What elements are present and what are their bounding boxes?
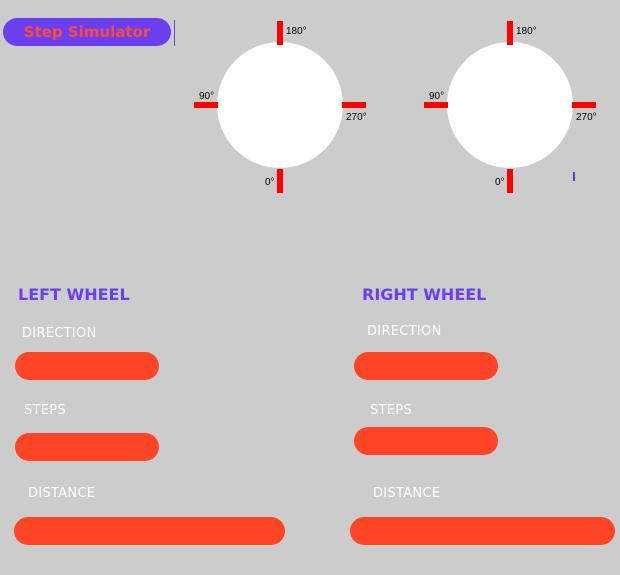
dial-label-0: 0°	[265, 177, 275, 188]
right-direction-label: DIRECTION	[367, 324, 442, 339]
left-direction-field[interactable]	[15, 352, 159, 380]
dial-tick-270	[572, 102, 596, 108]
right-steps-field[interactable]	[354, 427, 498, 455]
left-distance-field[interactable]	[14, 517, 285, 545]
dial-label-90: 90°	[199, 91, 215, 102]
step-simulator-button[interactable]: Step Simulator	[3, 18, 171, 46]
dial-tick-90	[194, 102, 218, 108]
right-direction-field[interactable]	[354, 352, 498, 380]
dial-tick-180	[277, 21, 283, 45]
left-direction-label: DIRECTION	[22, 326, 97, 341]
dial-tick-0	[277, 169, 283, 193]
right-distance-label: DISTANCE	[373, 486, 441, 501]
dial-label-180: 180°	[516, 26, 537, 37]
small-marker	[573, 172, 575, 181]
dial-tick-90	[424, 102, 448, 108]
left-wheel-dial: 180° 90° 270° 0°	[194, 21, 367, 193]
right-wheel-dial: 180° 90° 270° 0°	[424, 21, 597, 193]
left-distance-label: DISTANCE	[28, 486, 96, 501]
left-steps-label: STEPS	[24, 403, 66, 418]
dial-face	[217, 42, 343, 168]
dial-tick-270	[342, 102, 366, 108]
dial-tick-180	[507, 21, 513, 45]
dial-label-180: 180°	[286, 26, 307, 37]
right-distance-field[interactable]	[350, 517, 615, 545]
left-wheel-title: LEFT WHEEL	[18, 285, 130, 304]
right-steps-label: STEPS	[370, 403, 412, 418]
dial-label-270: 270°	[346, 112, 367, 123]
left-steps-field[interactable]	[15, 433, 159, 461]
right-wheel-title: RIGHT WHEEL	[362, 285, 487, 304]
dial-face	[447, 42, 573, 168]
dial-tick-0	[507, 169, 513, 193]
dial-label-0: 0°	[495, 177, 505, 188]
dial-label-270: 270°	[576, 112, 597, 123]
dial-label-90: 90°	[429, 91, 445, 102]
text-cursor	[174, 20, 175, 46]
